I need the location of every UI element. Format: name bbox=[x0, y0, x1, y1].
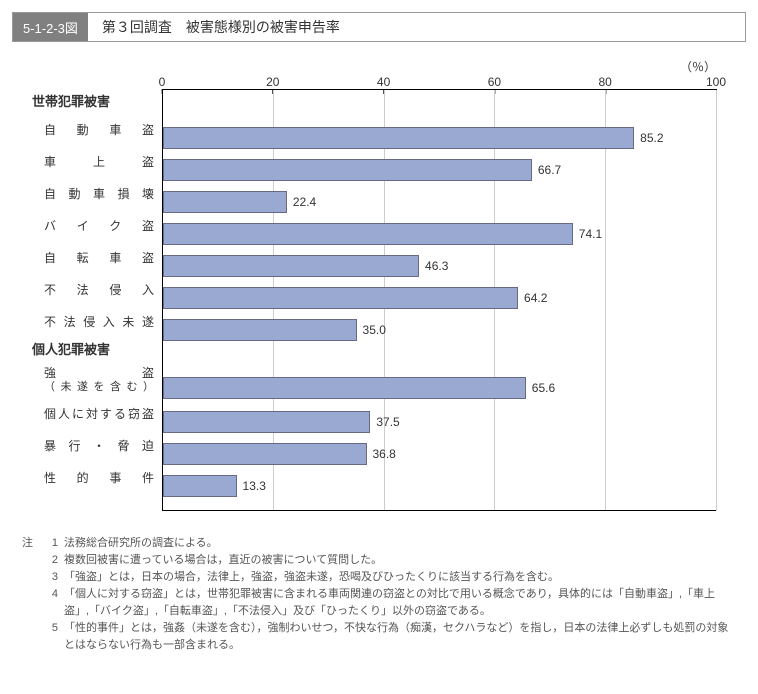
note-text: 「個人に対する窃盗」とは，世帯犯罪被害に含まれる車両関連の窃盗との対比で用いる概… bbox=[64, 586, 736, 620]
y-axis-labels: 世帯犯罪被害自動車盗車上盗自動車損壊バイク盗自転車盗不法侵入不法侵入未遂個人犯罪… bbox=[32, 62, 162, 511]
x-tick: 40 bbox=[377, 75, 390, 89]
bar-label: 個人に対する窃盗 bbox=[32, 398, 154, 430]
note-number: 4 bbox=[46, 586, 64, 620]
bar-value: 37.5 bbox=[376, 415, 399, 429]
chart-container: （％） 世帯犯罪被害自動車盗車上盗自動車損壊バイク盗自転車盗不法侵入不法侵入未遂… bbox=[12, 62, 746, 511]
bar bbox=[163, 319, 357, 341]
bar bbox=[163, 377, 526, 399]
bar-label: 車上盗 bbox=[32, 146, 154, 178]
bar-value: 74.1 bbox=[579, 227, 602, 241]
bar bbox=[163, 223, 573, 245]
bar-label: 性的事件 bbox=[32, 462, 154, 494]
note-number: 3 bbox=[46, 569, 64, 586]
x-tick: 20 bbox=[266, 75, 279, 89]
bar-value: 22.4 bbox=[293, 195, 316, 209]
bar-row: 22.4 bbox=[163, 186, 716, 218]
bar-row: 65.6 bbox=[163, 370, 716, 406]
note-text: 複数回被害に遭っている場合は，直近の被害について質問した。 bbox=[64, 552, 736, 569]
bar-label: 不法侵入未遂 bbox=[32, 306, 154, 338]
section-heading: 個人犯罪被害 bbox=[32, 338, 154, 362]
bar-row: 37.5 bbox=[163, 406, 716, 438]
note-text: 「性的事件」とは，強姦（未遂を含む），強制わいせつ，不快な行為（痴漢，セクハラな… bbox=[64, 620, 736, 654]
bar-row: 35.0 bbox=[163, 314, 716, 346]
notes-prefix bbox=[22, 586, 46, 620]
notes-prefix bbox=[22, 552, 46, 569]
bar-row: 74.1 bbox=[163, 218, 716, 250]
bar-value: 35.0 bbox=[363, 323, 386, 337]
bar-row: 46.3 bbox=[163, 250, 716, 282]
bar bbox=[163, 411, 370, 433]
footnotes: 注1法務総合研究所の調査による。2複数回被害に遭っている場合は，直近の被害につい… bbox=[12, 535, 746, 654]
bar bbox=[163, 443, 367, 465]
bar-value: 13.3 bbox=[243, 479, 266, 493]
bar bbox=[163, 191, 287, 213]
bar-row: 85.2 bbox=[163, 122, 716, 154]
notes-prefix bbox=[22, 569, 46, 586]
bar-label: 暴行・脅迫 bbox=[32, 430, 154, 462]
bar-value: 64.2 bbox=[524, 291, 547, 305]
plot-area: 020406080100 85.266.722.474.146.364.235.… bbox=[162, 62, 716, 511]
bar-row: 13.3 bbox=[163, 470, 716, 502]
note-number: 5 bbox=[46, 620, 64, 654]
bar bbox=[163, 159, 532, 181]
section-heading: 世帯犯罪被害 bbox=[32, 90, 154, 114]
bar bbox=[163, 255, 419, 277]
bar bbox=[163, 127, 634, 149]
bar-row: 64.2 bbox=[163, 282, 716, 314]
x-tick: 0 bbox=[159, 75, 166, 89]
bar-value: 46.3 bbox=[425, 259, 448, 273]
bar bbox=[163, 475, 237, 497]
bar-value: 65.6 bbox=[532, 381, 555, 395]
bar-label: 不法侵入 bbox=[32, 274, 154, 306]
x-tick: 100 bbox=[706, 75, 726, 89]
x-axis: 020406080100 bbox=[162, 62, 716, 90]
bar-row: 66.7 bbox=[163, 154, 716, 186]
figure-title: 第３回調査 被害態様別の被害申告率 bbox=[88, 13, 745, 41]
note-number: 1 bbox=[46, 535, 64, 552]
note-text: 法務総合研究所の調査による。 bbox=[64, 535, 736, 552]
bar-label: バイク盗 bbox=[32, 210, 154, 242]
bar-row: 36.8 bbox=[163, 438, 716, 470]
bar-value: 85.2 bbox=[640, 131, 663, 145]
notes-prefix: 注 bbox=[22, 535, 46, 552]
bar-value: 36.8 bbox=[373, 447, 396, 461]
bar-value: 66.7 bbox=[538, 163, 561, 177]
notes-prefix bbox=[22, 620, 46, 654]
x-tick: 80 bbox=[599, 75, 612, 89]
bar-label: 自動車盗 bbox=[32, 114, 154, 146]
bars-area: 85.2 66.7 22.4 74.1 46.3 64.2 35.0 65.6 37.5 36.8… bbox=[162, 90, 716, 511]
note-number: 2 bbox=[46, 552, 64, 569]
x-tick: 60 bbox=[488, 75, 501, 89]
note-text: 「強盗」とは，日本の場合，法律上，強盗，強盗未遂，恐喝及びひったくりに該当する行… bbox=[64, 569, 736, 586]
bar-label: 強盗（未遂を含む） bbox=[32, 362, 154, 398]
bar-label: 自動車損壊 bbox=[32, 178, 154, 210]
bar bbox=[163, 287, 518, 309]
bar-label: 自転車盗 bbox=[32, 242, 154, 274]
figure-title-bar: 5-1-2-3図 第３回調査 被害態様別の被害申告率 bbox=[12, 12, 746, 42]
figure-number-tag: 5-1-2-3図 bbox=[13, 13, 88, 41]
